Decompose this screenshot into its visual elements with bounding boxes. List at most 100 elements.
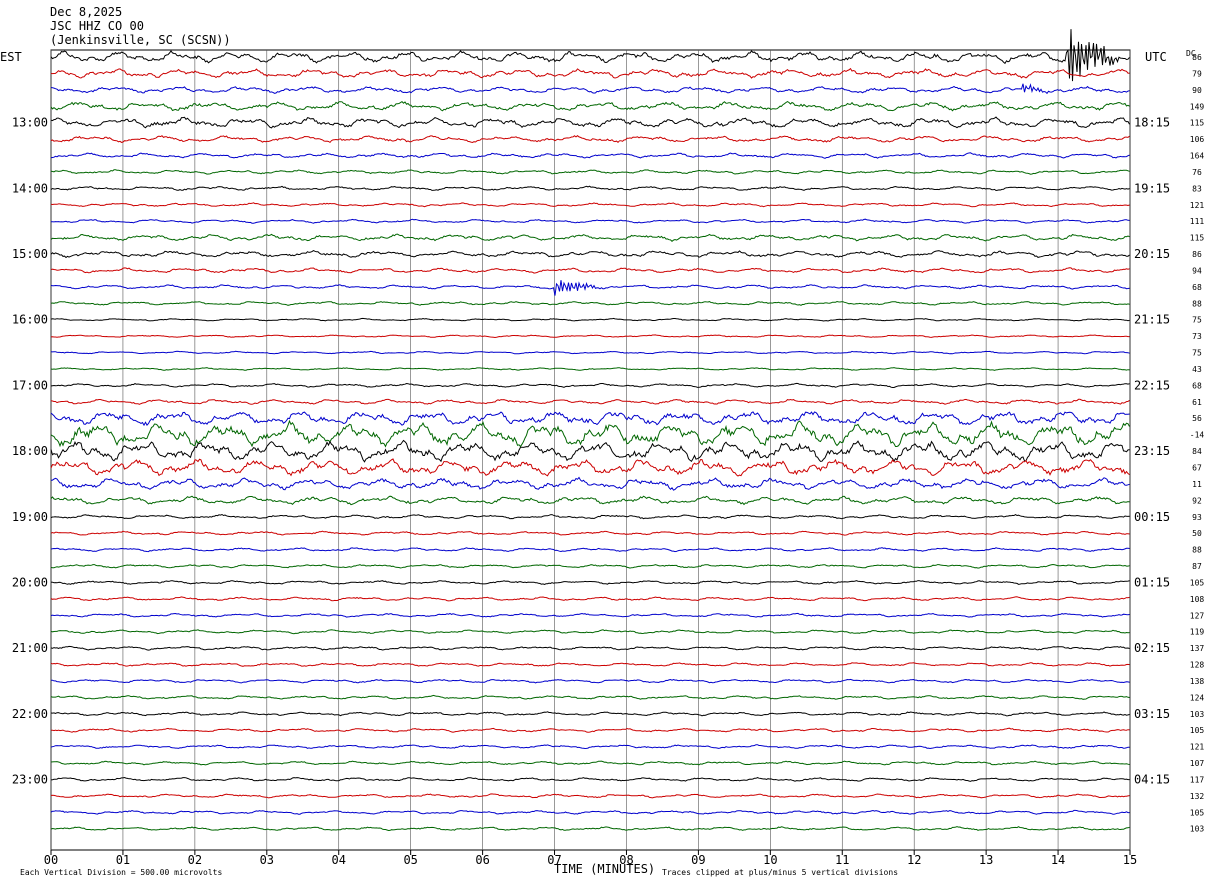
utc-hour-label: 19:15 (1134, 181, 1170, 195)
est-hour-label: 19:00 (12, 510, 48, 524)
dc-offset-label: 88 (1192, 546, 1202, 555)
utc-hour-label: 18:15 (1134, 116, 1170, 130)
x-tick-label: 05 (403, 853, 417, 867)
x-tick-label: 13 (979, 853, 993, 867)
est-hour-label: 17:00 (12, 378, 48, 392)
utc-hour-label: 23:15 (1134, 444, 1170, 458)
dc-offset-label: 67 (1192, 464, 1202, 473)
utc-hour-label: 02:15 (1134, 641, 1170, 655)
trace-line (50, 398, 1130, 405)
utc-hour-label: 22:15 (1134, 378, 1170, 392)
trace-line (50, 334, 1130, 339)
station-code: JSC HHZ CO 00 (50, 19, 144, 33)
dc-offset-label: 119 (1190, 628, 1205, 637)
x-tick-label: 15 (1123, 853, 1137, 867)
trace-line (50, 317, 1130, 322)
dc-offset-label: 106 (1190, 135, 1205, 144)
trace-line (50, 711, 1130, 717)
dc-offset-label: 121 (1190, 201, 1205, 210)
trace-line (50, 439, 1130, 463)
dc-offset-label: 137 (1190, 644, 1205, 653)
dc-offset-label: -14 (1190, 431, 1205, 440)
clip-note: Traces clipped at plus/minus 5 vertical … (662, 868, 899, 877)
trace-line (50, 135, 1130, 144)
x-tick-label: 07 (547, 853, 561, 867)
station-location: (Jenkinsville, SC (SCSN)) (50, 33, 231, 47)
utc-hour-label: 20:15 (1134, 247, 1170, 261)
trace-line (50, 793, 1130, 799)
trace-line (50, 116, 1130, 129)
trace-line (50, 233, 1130, 242)
dc-offset-label: 128 (1190, 661, 1205, 670)
trace-line (50, 645, 1130, 651)
dc-offset-label: 79 (1192, 69, 1202, 78)
est-hour-label: 22:00 (12, 707, 48, 721)
dc-offset-label: 68 (1192, 381, 1202, 390)
trace-line (50, 382, 1130, 388)
trace-line (50, 694, 1130, 700)
x-tick-label: 14 (1051, 853, 1065, 867)
trace-line (50, 202, 1130, 208)
dc-offset-label: 107 (1190, 759, 1205, 768)
dc-offset-label: 56 (1192, 414, 1202, 423)
dc-offset-label: 86 (1192, 53, 1202, 62)
est-hour-label: 16:00 (12, 313, 48, 327)
trace-line (50, 83, 1130, 95)
est-hour-label: 20:00 (12, 575, 48, 589)
trace-line (50, 580, 1130, 586)
utc-hour-label: 00:15 (1134, 510, 1170, 524)
dc-offset-label: 92 (1192, 496, 1202, 505)
x-tick-label: 09 (691, 853, 705, 867)
dc-offset-label: 84 (1192, 447, 1202, 456)
x-tick-label: 04 (332, 853, 346, 867)
dc-offset-label: 105 (1190, 808, 1205, 817)
dc-offset-label: 73 (1192, 332, 1202, 341)
trace-line (50, 169, 1130, 175)
trace-line (50, 350, 1130, 355)
trace-line (50, 530, 1130, 536)
dc-offset-label: 50 (1192, 529, 1202, 538)
plot-date: Dec 8,2025 (50, 5, 123, 19)
utc-hour-label: 03:15 (1134, 707, 1170, 721)
trace-line (50, 267, 1130, 274)
dc-offset-label: 138 (1190, 677, 1205, 686)
x-tick-label: 06 (475, 853, 489, 867)
est-hour-label: 13:00 (12, 116, 48, 130)
est-hour-label: 23:00 (12, 772, 48, 786)
dc-offset-label: 61 (1192, 398, 1202, 407)
utc-zone-label: UTC (1145, 50, 1167, 64)
trace-line (50, 629, 1130, 635)
trace-line (50, 280, 1130, 296)
dc-offset-label: 117 (1190, 775, 1205, 784)
est-hour-label: 14:00 (12, 181, 48, 195)
dc-offset-label: 164 (1190, 152, 1205, 161)
x-tick-label: 01 (116, 853, 130, 867)
utc-hour-label: 04:15 (1134, 772, 1170, 786)
dc-offset-label: 90 (1192, 86, 1202, 95)
dc-offset-label: 75 (1192, 349, 1202, 358)
dc-offset-label: 124 (1190, 693, 1205, 702)
dc-offset-label: 43 (1192, 365, 1202, 374)
dc-offset-label: 115 (1190, 234, 1205, 243)
trace-line (50, 67, 1130, 79)
dc-offset-label: 121 (1190, 743, 1205, 752)
trace-line (50, 185, 1130, 192)
x-tick-label: 12 (907, 853, 921, 867)
dc-offset-label: 115 (1190, 119, 1205, 128)
x-tick-label: 02 (188, 853, 202, 867)
dc-offset-label: 103 (1190, 710, 1205, 719)
dc-offset-label: 132 (1190, 792, 1205, 801)
utc-hour-label: 01:15 (1134, 575, 1170, 589)
trace-line (50, 476, 1130, 491)
trace-line (50, 495, 1130, 506)
trace-line (50, 809, 1130, 815)
dc-offset-label: 108 (1190, 595, 1205, 604)
dc-offset-label: 83 (1192, 184, 1202, 193)
trace-line (50, 744, 1130, 750)
x-tick-label: 00 (44, 853, 58, 867)
trace-line (50, 300, 1130, 306)
trace-line (50, 513, 1130, 520)
dc-offset-label: 75 (1192, 316, 1202, 325)
dc-heading: DC (1186, 49, 1196, 58)
trace-line (50, 727, 1130, 733)
